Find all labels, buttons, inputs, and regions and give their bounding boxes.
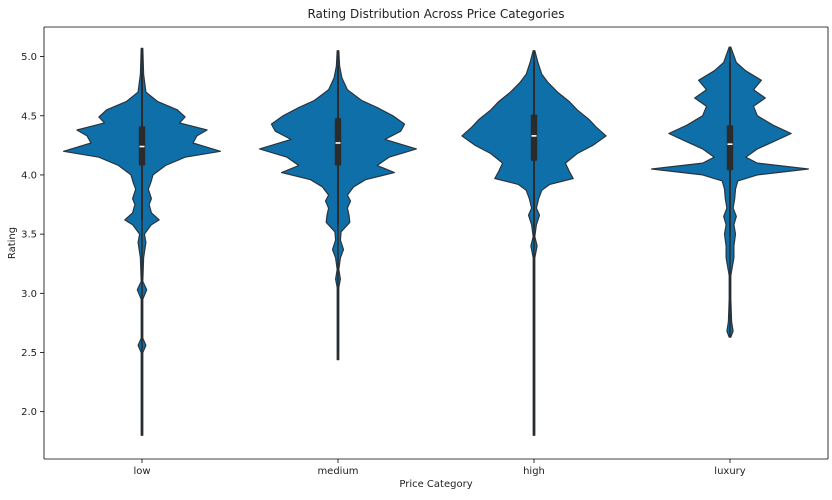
y-tick-label: 5.0 xyxy=(21,52,37,63)
y-tick-label: 2.5 xyxy=(21,348,37,359)
y-tick-label: 2.0 xyxy=(21,407,37,418)
y-axis-label: Rating xyxy=(7,227,18,259)
x-tick-label: high xyxy=(523,466,545,477)
plot-area: 2.0 2.5 3.0 3.5 4.0 4.5 5.0 low medium high luxury xyxy=(21,26,829,477)
x-axis-label: Price Category xyxy=(399,479,472,490)
violin-iqr-box-luxury xyxy=(726,125,734,171)
y-tick-label: 4.0 xyxy=(21,170,37,181)
chart-title: Rating Distribution Across Price Categor… xyxy=(307,7,564,21)
x-tick-label: medium xyxy=(317,466,358,477)
violin-iqr-box-high xyxy=(530,114,538,161)
x-tick-label: low xyxy=(133,466,150,477)
y-tick-label: 3.0 xyxy=(21,289,37,300)
y-tick-label: 3.5 xyxy=(21,230,37,241)
violin-iqr-box-medium xyxy=(334,118,342,166)
y-tick-label: 4.5 xyxy=(21,111,37,122)
x-tick-label: luxury xyxy=(714,466,745,477)
